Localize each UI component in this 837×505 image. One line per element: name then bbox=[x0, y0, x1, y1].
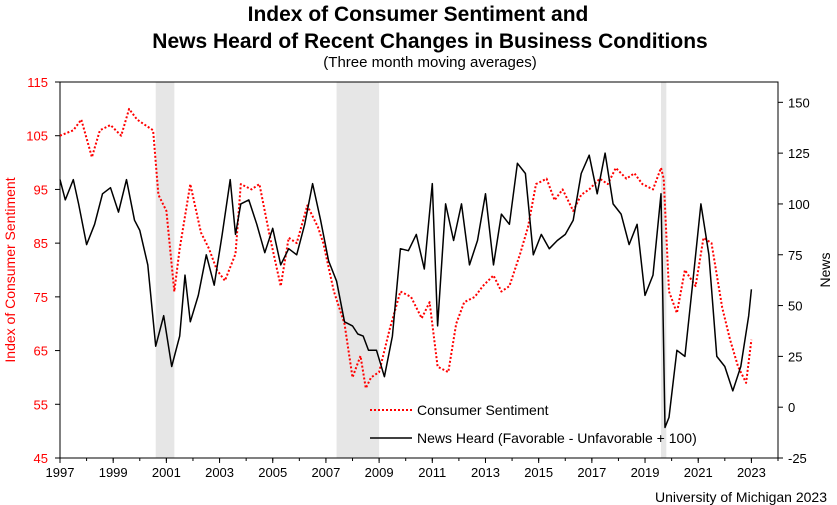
x-tick-label: 1999 bbox=[99, 465, 128, 480]
plot-area bbox=[59, 81, 779, 459]
chart-subtitle: (Three month moving averages) bbox=[323, 54, 536, 71]
x-tick-label: 2017 bbox=[577, 465, 606, 480]
right-tick-label: 150 bbox=[788, 95, 810, 110]
recession-bands bbox=[155, 82, 667, 458]
left-tick-label: 105 bbox=[26, 129, 48, 144]
source-note: University of Michigan 2023 bbox=[655, 489, 827, 505]
left-tick-label: 85 bbox=[34, 236, 48, 251]
x-tick-label: 2019 bbox=[631, 465, 660, 480]
left-tick-label: 55 bbox=[34, 397, 48, 412]
right-tick-label: 100 bbox=[788, 197, 810, 212]
x-tick-label: 2005 bbox=[258, 465, 287, 480]
left-tick-label: 45 bbox=[34, 451, 48, 466]
axes: 1997 1999 2001 2003 2005 2007 2009 2011 2013 2015… bbox=[26, 75, 809, 480]
recession-band-1 bbox=[336, 82, 380, 458]
right-tick-label: 50 bbox=[788, 299, 802, 314]
right-tick-label: 125 bbox=[788, 146, 810, 161]
series bbox=[59, 107, 753, 429]
left-tick-label: 65 bbox=[34, 344, 48, 359]
legend-label-news: News Heard (Favorable - Unfavorable + 10… bbox=[417, 430, 697, 446]
left-tick-label: 115 bbox=[27, 75, 48, 90]
x-tick-label: 2023 bbox=[737, 465, 766, 480]
x-tick-label: 2013 bbox=[471, 465, 500, 480]
x-tick-label: 2001 bbox=[152, 465, 181, 480]
series-consumer-sentiment-line bbox=[59, 107, 753, 390]
right-tick-label: -25 bbox=[788, 451, 807, 466]
x-tick-label: 2015 bbox=[524, 465, 553, 480]
x-tick-label: 2007 bbox=[311, 465, 340, 480]
chart-title-line-2: News Heard of Recent Changes in Business… bbox=[152, 30, 707, 53]
right-tick-label: 75 bbox=[788, 248, 802, 263]
x-tick-label: 2021 bbox=[684, 465, 713, 480]
chart-title-line-1: Index of Consumer Sentiment and bbox=[248, 3, 589, 26]
x-tick-label: 2009 bbox=[365, 465, 394, 480]
left-tick-label: 75 bbox=[34, 290, 48, 305]
x-tick-label: 2011 bbox=[418, 465, 446, 480]
legend-label-sentiment: Consumer Sentiment bbox=[417, 402, 549, 418]
recession-band-0 bbox=[155, 82, 175, 458]
right-axis-title: News bbox=[817, 252, 833, 287]
x-tick-label: 2003 bbox=[205, 465, 234, 480]
legend: Consumer Sentiment News Heard (Favorable… bbox=[370, 402, 697, 446]
series-news-heard-line bbox=[59, 152, 753, 429]
right-tick-label: 0 bbox=[788, 400, 795, 415]
recession-band-2 bbox=[660, 82, 667, 458]
left-axis-title: Index of Consumer Sentiment bbox=[2, 177, 18, 362]
x-tick-label: 1997 bbox=[46, 465, 75, 480]
left-tick-label: 95 bbox=[34, 182, 48, 197]
right-tick-label: 25 bbox=[788, 349, 802, 364]
